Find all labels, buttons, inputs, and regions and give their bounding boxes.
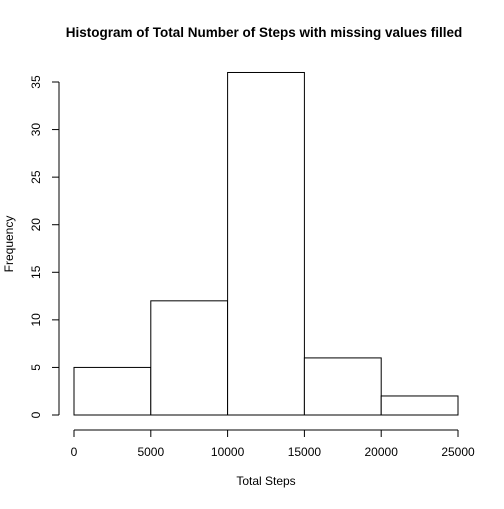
x-axis: 0 5000 10000 15000 20000 25000: [71, 429, 475, 459]
histogram-bar: [380, 395, 459, 416]
x-tick-label: 10000: [211, 445, 245, 459]
x-tick-label: 15000: [288, 445, 322, 459]
y-tick-label: 10: [29, 313, 43, 327]
y-tick-label: 0: [29, 411, 43, 418]
chart-title: Histogram of Total Number of Steps with …: [66, 25, 463, 40]
x-tick-label: 25000: [441, 445, 475, 459]
y-tick-label: 15: [29, 265, 43, 279]
y-tick-label: 25: [29, 170, 43, 184]
histogram-bar: [227, 71, 305, 416]
y-tick-label: 30: [29, 123, 43, 137]
y-tick-label: 20: [29, 218, 43, 232]
histogram-bar: [73, 366, 152, 416]
histogram-bar: [303, 357, 382, 416]
y-axis: 0 5 10 15 20 25 30 35: [29, 75, 60, 418]
bars-layer: [73, 71, 459, 416]
y-axis-label: Frequency: [2, 216, 16, 273]
histogram-bar: [150, 300, 229, 416]
x-tick-label: 5000: [137, 445, 164, 459]
x-tick-label: 0: [71, 445, 78, 459]
y-tick-label: 5: [29, 364, 43, 371]
y-tick-label: 35: [29, 75, 43, 89]
x-tick-label: 20000: [365, 445, 399, 459]
x-axis-label: Total Steps: [236, 474, 295, 488]
